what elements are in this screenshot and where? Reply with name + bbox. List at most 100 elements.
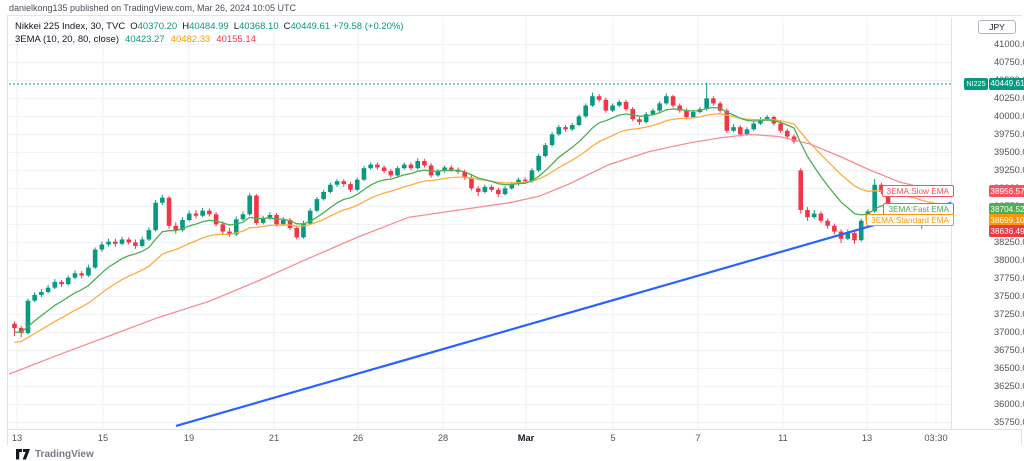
price-tick-label: 39750.00 [994, 129, 1024, 140]
candle-body [52, 281, 58, 288]
ohlc-letter: C [283, 21, 291, 32]
candle-body [18, 328, 24, 334]
candle-body [643, 114, 649, 123]
candle-body [711, 98, 716, 104]
ohlc-value: 40370.20 [137, 21, 178, 32]
candle-body [45, 287, 51, 293]
candle-body [724, 110, 730, 131]
currency-button[interactable]: JPY [978, 20, 1016, 34]
candle-body [744, 129, 750, 135]
candle-body [798, 170, 804, 210]
candle-body [617, 101, 622, 106]
candle-body [664, 96, 669, 104]
candle-body [186, 213, 192, 221]
candle-body [247, 195, 252, 215]
candle-body [281, 220, 286, 225]
candle-body [220, 224, 226, 232]
symbol-name-badge: NI225 [964, 77, 988, 90]
candle-body [630, 109, 636, 120]
candle-body [435, 171, 441, 176]
candle-body [489, 186, 494, 190]
legend-symbol-row: Nikkei 225 Index, 30, TVC O40370.20 H40484… [15, 20, 404, 33]
candle-body [825, 220, 830, 226]
candle-body [737, 127, 743, 135]
candle-body [79, 273, 84, 276]
indicator-title: 3EMA (10, 20, 80, close) [15, 34, 120, 45]
ohlc-letter: H [182, 21, 190, 32]
candle-body [462, 171, 468, 178]
candle-body [563, 127, 568, 130]
candle-body [126, 239, 132, 243]
candle-body [811, 213, 817, 218]
time-axis[interactable]: 13 15 19 21 26 28 Mar 5 7 11 13 03:30 [8, 429, 1021, 445]
candle-body [496, 189, 501, 195]
time-tick-label: 19 [183, 433, 195, 443]
candle-body [32, 294, 37, 301]
tradingview-logo-icon[interactable] [16, 448, 30, 460]
trendline-drawing[interactable] [175, 201, 951, 428]
candle-body [287, 220, 293, 228]
chart-canvas [9, 17, 951, 429]
footer: TradingView [16, 448, 94, 460]
candle-body [543, 145, 548, 156]
candle-body [704, 98, 709, 110]
candle-body [375, 164, 380, 168]
ohlc-value: 40368.10 [239, 21, 279, 32]
candle-body [213, 214, 219, 225]
candle-body [166, 197, 172, 226]
indicator-value: 40155.14 [216, 34, 256, 45]
symbol-title: Nikkei 225 Index, 30, TVC [15, 21, 126, 32]
candle-body [502, 188, 508, 195]
price-tick-label: 37250.00 [994, 309, 1024, 320]
candle-body [690, 112, 696, 118]
candle-body [321, 191, 326, 200]
candle-body [879, 184, 884, 192]
candle-body [267, 214, 273, 219]
symbol-price-badge: 40449.61 [989, 77, 1024, 90]
time-tick-label: 13 [11, 433, 23, 443]
candle-body [260, 218, 266, 223]
candle-body [39, 292, 44, 295]
standard-ema-price-badge: 38699.10 [989, 214, 1024, 226]
candle-body [328, 184, 333, 192]
candle-body [274, 214, 279, 225]
ohlc-value: 40449.61 [290, 21, 331, 32]
time-tick-label: 03:30 [924, 433, 948, 443]
candle-body [307, 210, 313, 224]
price-tick-label: 41000.00 [994, 39, 1024, 50]
candle-body [610, 105, 615, 111]
candle-body [368, 164, 373, 169]
candle-body [408, 164, 414, 169]
candle-body [254, 195, 259, 223]
ohlc-letter: L [233, 21, 239, 32]
standard-ema-label: 3EMA:Standard EMA [866, 214, 954, 226]
candle-body [180, 220, 185, 231]
candle-body [758, 119, 763, 124]
time-tick-label: Mar [517, 433, 535, 443]
candle-body [354, 179, 360, 190]
legend-indicator-row: 3EMA (10, 20, 80, close) 40423.27 40482.33… [15, 33, 404, 46]
indicator-values: 40423.27 40482.33 40155.14 [119, 34, 256, 45]
candle-body [99, 244, 105, 250]
candle-body [805, 209, 810, 218]
candle-body [482, 186, 488, 192]
candle-body [72, 273, 78, 278]
candle-body [684, 110, 689, 118]
candle-body [791, 136, 797, 142]
candle-body [469, 177, 474, 189]
time-tick-label: 5 [610, 433, 616, 443]
price-tick-label: 35750.00 [994, 417, 1024, 428]
chart-widget: Nikkei 225 Index, 30, TVC O40370.20 H40484… [7, 15, 1024, 445]
candle-body [603, 99, 609, 111]
ohlc-letter: O [130, 21, 138, 32]
candle-body [415, 160, 420, 169]
candle-body [341, 181, 347, 185]
candle-body [422, 160, 427, 166]
candle-body [650, 110, 656, 115]
candle-body [227, 231, 232, 235]
slow-ema-price-badge: 38956.57 [989, 185, 1024, 197]
candle-body [852, 232, 857, 241]
candle-body [106, 241, 111, 245]
chart-plot-area[interactable] [9, 17, 951, 429]
